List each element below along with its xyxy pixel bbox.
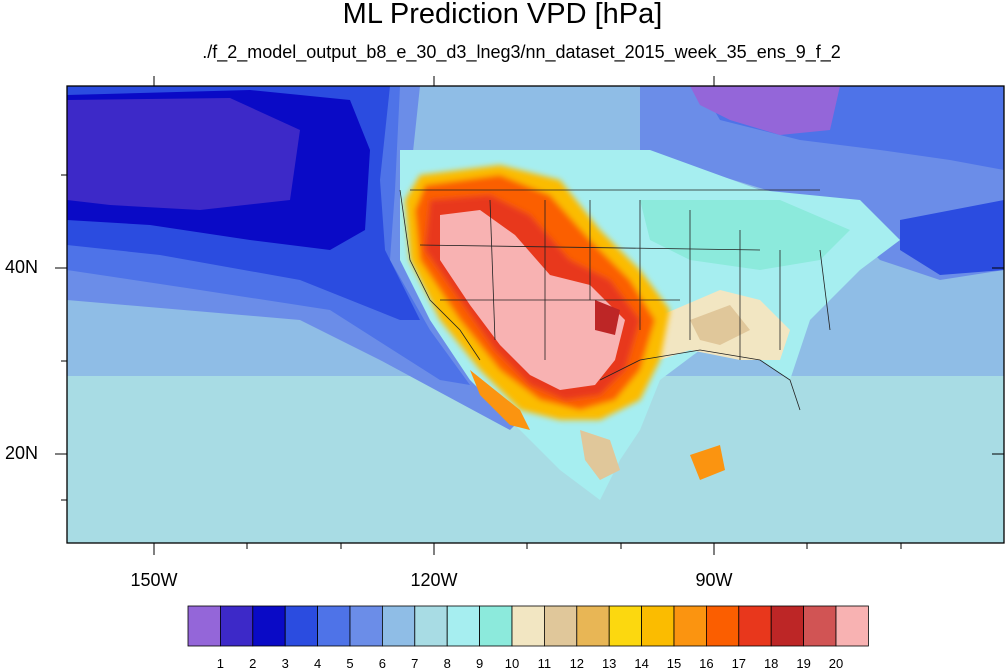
colorbar-swatch: [608, 605, 643, 647]
colorbar-swatch: [511, 605, 545, 647]
colorbar-tick-label: 19: [796, 656, 811, 671]
colorbar-tick-label: 6: [378, 656, 386, 671]
colorbar-tick-label: 5: [346, 656, 354, 671]
colorbar-swatch: [544, 605, 578, 647]
lat-ticks: [55, 174, 1004, 501]
lon-label-120w: 120W: [410, 570, 458, 590]
southeast-tan-dark: [690, 305, 750, 345]
lon-label-90w: 90W: [695, 570, 733, 590]
colorbar-swatch: [187, 605, 221, 647]
colorbar-tick-label: 13: [601, 656, 617, 671]
lat-label-20n: 20N: [4, 443, 38, 463]
colorbar-swatch: [576, 605, 610, 647]
colorbar-swatch: [479, 605, 513, 647]
colorbar-swatch: [446, 605, 481, 647]
colorbar-tick-label: 20: [828, 656, 844, 671]
colorbar-tick-label: 10: [504, 656, 520, 671]
colorbar-swatch: [317, 605, 351, 647]
lat-label-40n: 40N: [4, 257, 38, 277]
colorbar-tick-label: 9: [475, 656, 484, 671]
colorbar-swatch: [252, 605, 286, 647]
colorbar-swatch: [835, 605, 869, 647]
colorbar-swatch: [706, 605, 740, 647]
colorbar-tick-label: 3: [281, 656, 289, 671]
atlantic-deep: [900, 200, 1004, 275]
map-field: [67, 86, 1004, 543]
colorbar-tick-label: 17: [731, 656, 747, 671]
baja-peninsula: [470, 370, 530, 430]
map-frame: [66, 85, 1005, 544]
colorbar-swatch: [641, 605, 675, 647]
colorbar-tick-label: 2: [249, 656, 257, 671]
state-boundaries: [399, 189, 831, 411]
ocean-band-deepest: [67, 98, 300, 210]
plot-title: ML Prediction VPD [hPa]: [342, 0, 663, 30]
lon-ticks: [153, 76, 902, 555]
plot-subtitle: ./f_2_model_output_b8_e_30_d3_lneg3/nn_d…: [202, 42, 841, 62]
colorbar-swatch: [219, 605, 254, 647]
colorbar-tick-label: 12: [569, 656, 585, 671]
colorbar-tick-label: 1: [216, 656, 224, 671]
colorbar-swatch: [414, 605, 448, 647]
colorbar-tick-label: 18: [763, 656, 779, 671]
colorbar-swatch: [381, 605, 416, 647]
colorbar-tick-label: 7: [411, 656, 419, 671]
colorbar-tick-label: 16: [699, 656, 714, 671]
hudson-purple: [690, 86, 840, 135]
mexico-tan: [580, 430, 620, 480]
colorbar-swatch: [803, 605, 837, 647]
colorbar-swatch: [673, 605, 707, 647]
colorbar-swatch: [284, 605, 319, 647]
colorbar-tick-label: 4: [313, 656, 322, 671]
arid-hotspot: [595, 300, 620, 335]
colorbar-tick-label: 8: [443, 656, 451, 671]
yucatan-hotspot: [690, 445, 725, 480]
colorbar-swatch: [738, 605, 772, 647]
colorbar-tick-label: 15: [666, 656, 682, 671]
colorbar-tick-label: 14: [634, 656, 649, 671]
colorbar-swatch: [349, 605, 383, 647]
colorbar-swatch: [770, 605, 805, 647]
lon-label-150w: 150W: [130, 570, 178, 590]
great-lakes-region: [640, 200, 850, 270]
colorbar-tick-label: 11: [537, 656, 552, 671]
